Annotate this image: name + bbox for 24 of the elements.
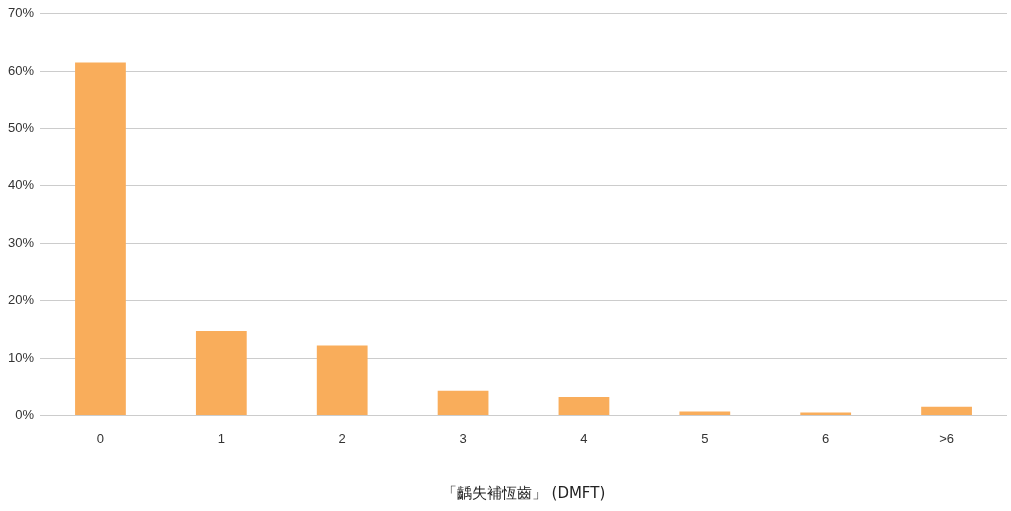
bar [558,397,610,415]
x-tick-label: 5 [701,430,709,446]
x-tick-label: 0 [96,430,105,446]
x-tick-label: 4 [580,430,588,446]
y-tick-label: 30% [7,234,35,250]
y-tick-label: 20% [7,292,35,308]
x-tick-label: 6 [822,430,830,446]
x-tick-label: >6 [939,430,954,446]
y-tick-label: 50% [7,120,35,136]
y-tick-label: 0% [15,406,35,422]
bar [437,390,489,415]
x-tick-label: 1 [217,430,225,446]
bar [75,62,126,415]
bar [679,411,731,415]
bar [195,331,247,415]
y-tick-label: 60% [7,62,35,78]
x-axis-title: 「齲失補恆齒」 (DMFT) [441,483,606,502]
bar [316,345,368,415]
y-tick-label: 70% [7,5,35,21]
y-tick-label: 40% [7,177,35,193]
x-tick-label: 2 [338,430,346,446]
x-tick-label: 3 [459,430,467,446]
y-tick-label: 10% [7,349,35,365]
bar [921,406,972,415]
